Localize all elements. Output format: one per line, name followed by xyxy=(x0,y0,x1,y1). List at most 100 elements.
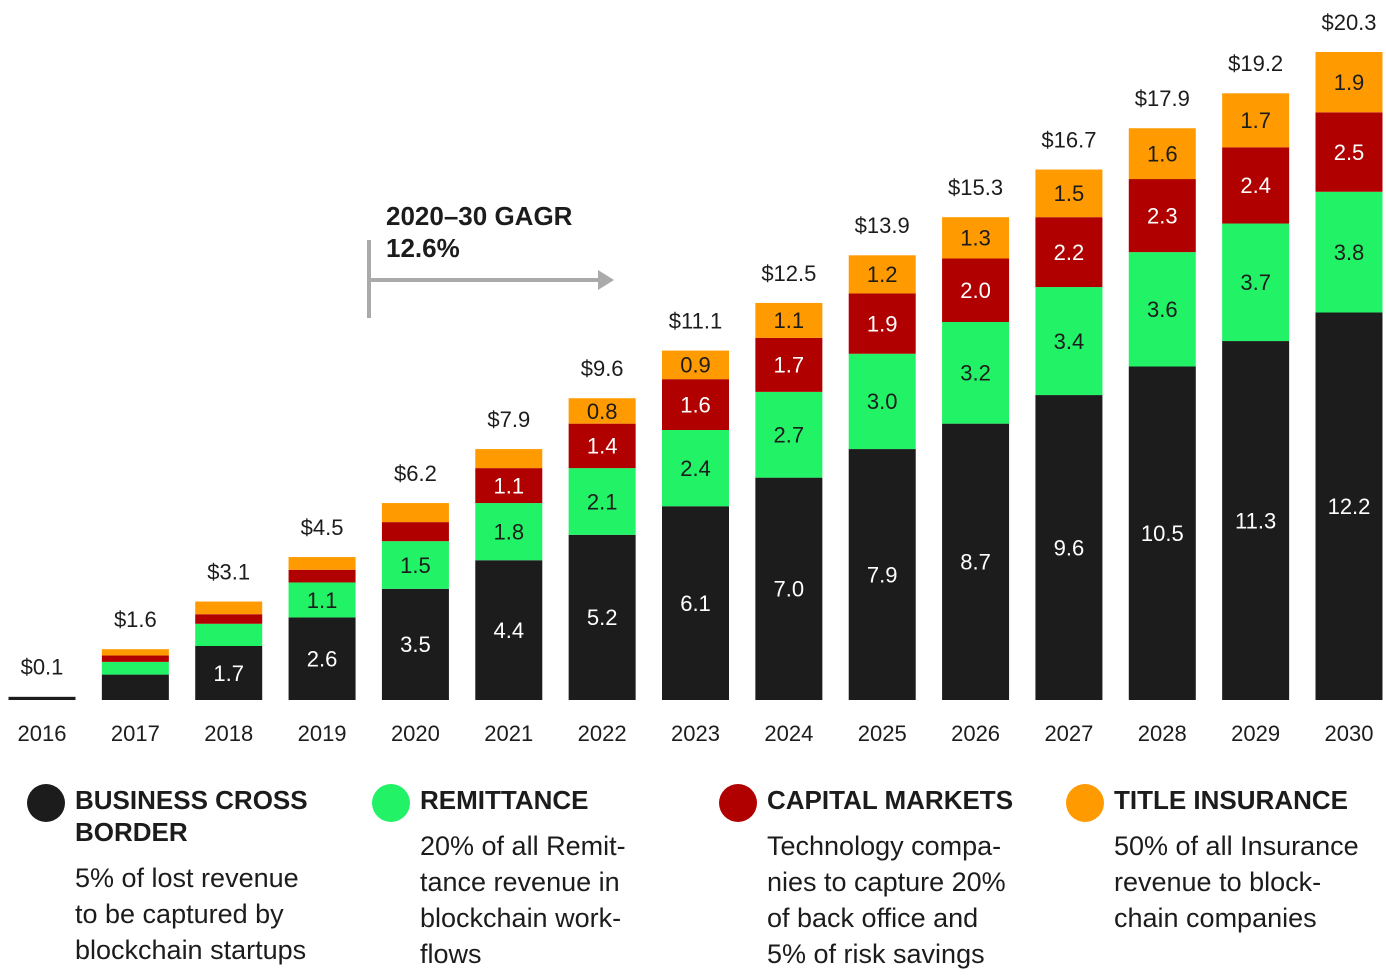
bar-segment xyxy=(195,614,263,624)
legend-description: 5% of lost revenue to be captured by block… xyxy=(75,860,375,968)
bar-segment xyxy=(942,217,1010,259)
description-line: Technology compa- xyxy=(767,831,1002,861)
value-label: 7.0 xyxy=(774,577,805,602)
legend-label: CAPITAL MARKETS xyxy=(767,785,1014,815)
legend-item: CAPITAL MARKETS Technology compa-nies to … xyxy=(719,784,1067,972)
description-line: nies to capture 20% xyxy=(767,867,1006,897)
bar-segment xyxy=(1035,217,1103,288)
bar-segment xyxy=(755,302,823,338)
total-label: $11.1 xyxy=(669,308,722,333)
value-label: 0.9 xyxy=(680,353,711,378)
total-label: $6.2 xyxy=(394,461,437,486)
legend-label: BUSINESS CROSS BORDER xyxy=(75,785,308,847)
value-label: 1.1 xyxy=(774,308,805,333)
bar-segment xyxy=(1128,179,1196,253)
bar-segment xyxy=(1222,341,1290,700)
bar-segment xyxy=(568,534,636,700)
x-tick-label: 2016 xyxy=(18,721,67,746)
value-label: 0.8 xyxy=(587,399,618,424)
bar-segment xyxy=(942,258,1010,322)
value-label: 2.1 xyxy=(587,489,618,514)
value-label: 3.6 xyxy=(1147,297,1178,322)
bar-segment xyxy=(288,569,356,583)
x-tick-label: 2025 xyxy=(858,721,907,746)
value-label: 6.1 xyxy=(680,591,711,616)
legend-swatch xyxy=(1066,784,1104,822)
description-line: tance revenue in xyxy=(420,867,620,897)
bar-segment xyxy=(568,423,636,469)
value-label: 2.2 xyxy=(1054,240,1085,265)
bar-segment xyxy=(662,506,729,700)
legend-description: 20% of all Remit-tance revenue in blockch… xyxy=(420,828,720,972)
bar-segment xyxy=(755,337,823,392)
x-tick-label: 2017 xyxy=(111,721,160,746)
bar-segment xyxy=(288,557,356,570)
value-label: 3.4 xyxy=(1054,329,1085,354)
value-label: 10.5 xyxy=(1141,521,1184,546)
total-label: $4.5 xyxy=(301,515,344,540)
bar-segment xyxy=(288,617,356,700)
value-label: 1.9 xyxy=(1334,70,1365,95)
total-label: $16.7 xyxy=(1041,127,1096,152)
bar-segment xyxy=(381,541,449,589)
total-label: $7.9 xyxy=(487,407,530,432)
x-tick-label: 2028 xyxy=(1138,721,1187,746)
total-label: $9.6 xyxy=(581,356,624,381)
value-label: 3.5 xyxy=(400,632,431,657)
bar-segment xyxy=(1222,223,1290,342)
total-label: $1.6 xyxy=(114,607,157,632)
bar-segment xyxy=(755,391,823,478)
legend-label: REMITTANCE xyxy=(420,785,589,815)
annotation: 2020–30 GAGR xyxy=(386,201,573,231)
value-label: 8.7 xyxy=(960,550,991,575)
value-label: 1.3 xyxy=(960,226,991,251)
value-label: 1.6 xyxy=(680,392,711,417)
value-label: 2.0 xyxy=(960,278,991,303)
bar-segment xyxy=(381,503,449,523)
value-label: 7.9 xyxy=(867,562,898,587)
description-line: blockchain work- xyxy=(420,903,622,933)
value-label: 4.4 xyxy=(493,618,524,643)
total-label: $17.9 xyxy=(1135,86,1190,111)
legend-label: TITLE INSURANCE xyxy=(1114,785,1348,815)
legend-description: 50% of all Insurance revenue to block-cha… xyxy=(1114,828,1386,936)
value-label: 12.2 xyxy=(1328,494,1371,519)
bar-segment xyxy=(848,293,916,354)
value-label: 3.8 xyxy=(1334,240,1365,265)
total-label: $15.3 xyxy=(948,175,1003,200)
x-tick-label: 2023 xyxy=(671,721,720,746)
bar-segment xyxy=(1315,52,1383,113)
value-label: 3.2 xyxy=(960,361,991,386)
legend-swatch xyxy=(372,784,410,822)
bar-segment xyxy=(195,646,263,700)
legend-swatch xyxy=(27,784,65,822)
total-label: $3.1 xyxy=(207,559,250,584)
bar-segment xyxy=(288,582,356,618)
x-tick-label: 2024 xyxy=(764,721,813,746)
value-label: 1.7 xyxy=(774,353,805,378)
annotation: 12.6% xyxy=(386,233,460,263)
bar-segment xyxy=(381,522,449,542)
x-tick-label: 2022 xyxy=(578,721,627,746)
chart: 2020–30 GAGR 12.6% $0.1 2016 $1.6 2017 1.7 $3… xyxy=(8,10,1383,746)
bar-segment xyxy=(942,322,1010,424)
value-label: 1.7 xyxy=(1240,108,1271,133)
description-line: flows xyxy=(420,939,482,969)
bar-segment xyxy=(662,379,729,430)
legend-swatch xyxy=(719,784,757,822)
total-label: $13.9 xyxy=(855,213,910,238)
description-line: 5% of lost revenue xyxy=(75,863,299,893)
legend-item: TITLE INSURANCE 50% of all Insurance reven… xyxy=(1066,784,1386,936)
bar-segment xyxy=(568,398,636,424)
bar-segment xyxy=(848,449,916,700)
value-label: 1.7 xyxy=(213,661,244,686)
value-label: 1.1 xyxy=(307,588,338,613)
bar-segment xyxy=(475,503,543,561)
legend-item: BUSINESS CROSS BORDER 5% of lost revenue t… xyxy=(27,784,375,968)
description-line: chain companies xyxy=(1114,903,1317,933)
value-label: 2.3 xyxy=(1147,203,1178,228)
bar-segment xyxy=(1128,128,1196,180)
x-tick-label: 2019 xyxy=(298,721,347,746)
value-label: 2.7 xyxy=(774,423,805,448)
value-label: 3.7 xyxy=(1240,270,1271,295)
